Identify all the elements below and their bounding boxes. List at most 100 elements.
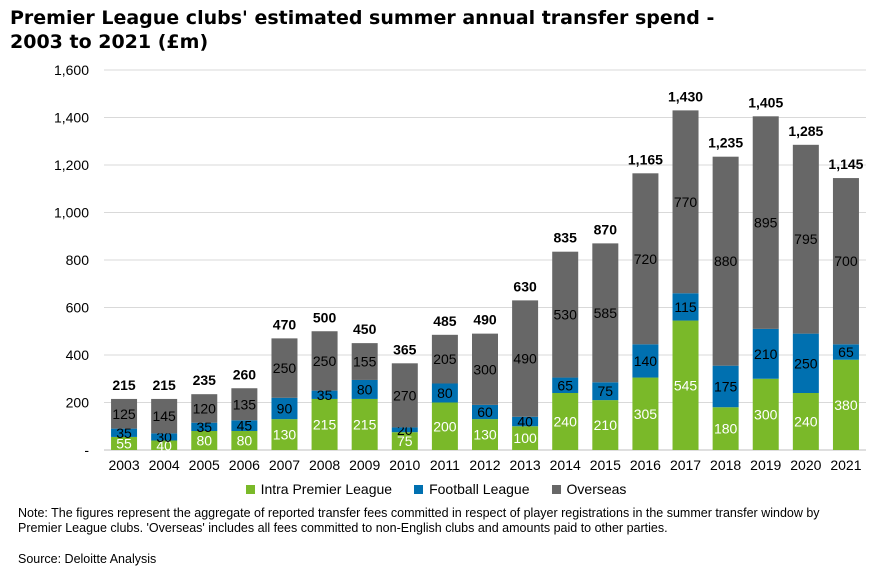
data-label: 35 [196, 419, 212, 435]
data-label: 130 [273, 427, 297, 443]
y-tick-label: - [84, 442, 89, 458]
bar-segment [271, 397, 298, 420]
data-label: 40 [517, 414, 533, 430]
legend-item-football-league: Football League [414, 481, 530, 497]
data-label: 35 [116, 425, 132, 441]
bar-segment [552, 377, 579, 393]
data-label: 100 [513, 430, 537, 446]
data-label: 250 [794, 355, 818, 371]
data-label: 215 [353, 416, 377, 432]
bar-segment [391, 432, 418, 450]
data-label: 200 [433, 418, 457, 434]
data-label: 305 [634, 406, 658, 422]
data-label: 180 [714, 421, 738, 437]
bar-segment [552, 251, 579, 378]
legend-swatch-overseas [551, 484, 561, 494]
legend-label-intra: Intra Premier League [260, 481, 393, 497]
bar-segment [832, 359, 859, 450]
x-tick-label: 2018 [710, 457, 741, 473]
total-label: 835 [554, 230, 578, 246]
total-label: 1,145 [828, 156, 863, 172]
chart-source: Source: Deloitte Analysis [18, 552, 157, 566]
total-label: 1,165 [628, 151, 663, 167]
total-label: 490 [473, 312, 497, 328]
x-tick-label: 2013 [510, 457, 541, 473]
data-label: 585 [594, 305, 618, 321]
legend-item-overseas: Overseas [551, 481, 627, 497]
bar-segment [632, 344, 659, 378]
total-label: 215 [112, 377, 136, 393]
legend-label-overseas: Overseas [566, 481, 627, 497]
bar-segment [472, 419, 498, 450]
bar-segment [552, 393, 579, 450]
x-tick-label: 2014 [550, 457, 581, 473]
bar-segment [672, 320, 699, 450]
bar-segment [311, 398, 338, 450]
bar-segment [191, 422, 218, 431]
legend-item-intra: Intra Premier League [245, 481, 393, 497]
bar-segment [271, 419, 298, 450]
x-tick-label: 2011 [430, 457, 460, 473]
data-label: 270 [393, 387, 417, 403]
data-label: 210 [754, 346, 778, 362]
total-label: 485 [433, 313, 457, 329]
chart-title: Premier League clubs' estimated summer a… [10, 7, 715, 53]
data-label: 45 [237, 418, 253, 434]
data-label: 125 [112, 406, 136, 422]
data-label: 380 [834, 397, 858, 413]
bar-segment [672, 293, 699, 321]
data-label: 240 [794, 414, 818, 430]
total-label: 1,235 [708, 135, 743, 151]
bar-segment [592, 400, 619, 450]
x-tick-label: 2009 [349, 457, 380, 473]
data-label: 120 [193, 400, 217, 416]
bar-segment [472, 333, 498, 405]
data-label: 530 [554, 307, 578, 323]
data-label: 155 [353, 354, 377, 370]
bar-segment [111, 398, 138, 429]
bar-segment [391, 363, 418, 428]
data-label: 130 [473, 427, 497, 443]
y-tick-label: 1,000 [54, 205, 89, 221]
data-label: 240 [554, 414, 578, 430]
y-tick-label: 1,600 [54, 62, 89, 78]
bar-segment [752, 328, 779, 379]
total-label: 260 [233, 366, 257, 382]
total-label: 365 [393, 341, 417, 357]
bar-segment [311, 331, 338, 391]
data-label: 80 [357, 381, 373, 397]
data-label: 300 [754, 406, 778, 422]
bar-segment [832, 344, 859, 360]
data-label: 40 [156, 437, 172, 453]
total-label: 1,430 [668, 88, 703, 104]
bar-segment [271, 338, 298, 398]
bar-segment [672, 110, 699, 294]
bar-segment [231, 420, 258, 431]
x-tick-label: 2004 [149, 457, 180, 473]
x-tick-label: 2008 [309, 457, 340, 473]
data-label: 545 [674, 377, 698, 393]
legend-swatch-football-league [414, 484, 424, 494]
x-tick-label: 2012 [469, 457, 500, 473]
data-label: 65 [557, 377, 573, 393]
data-label: 205 [433, 351, 457, 367]
total-label: 1,405 [748, 94, 783, 110]
total-label: 215 [152, 377, 176, 393]
bar-segment [231, 431, 258, 450]
x-tick-label: 2007 [269, 457, 300, 473]
bar-segment [111, 428, 138, 437]
data-label: 145 [152, 408, 176, 424]
y-tick-label: 1,200 [54, 157, 89, 173]
bar-segment [472, 404, 498, 420]
y-tick-label: 200 [66, 395, 90, 411]
bar-segment [231, 388, 258, 421]
data-label: 60 [477, 404, 493, 420]
bar-segment [431, 334, 458, 384]
total-label: 450 [353, 321, 377, 337]
x-tick-label: 2017 [670, 457, 701, 473]
bar-segment [632, 377, 659, 450]
data-label: 115 [674, 299, 697, 315]
bar-segment [512, 416, 539, 427]
bar-segment [351, 398, 378, 450]
bar-segment [191, 394, 218, 423]
